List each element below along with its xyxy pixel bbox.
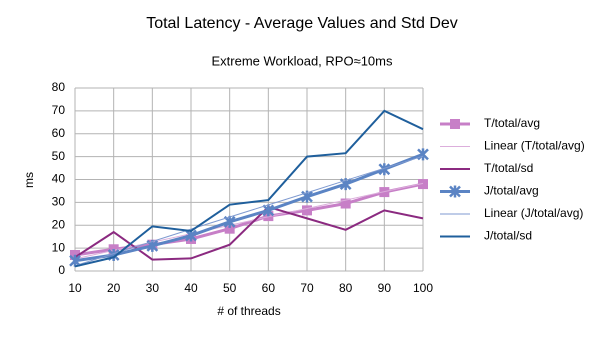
x-tick-label: 60 xyxy=(262,281,276,295)
x-tick-label: 20 xyxy=(107,281,121,295)
series-line xyxy=(74,109,424,268)
y-tick-label: 80 xyxy=(52,80,66,94)
marker xyxy=(449,185,461,198)
x-tick-label: 70 xyxy=(300,281,314,295)
y-tick-label: 50 xyxy=(52,149,66,163)
y-tick-label: 70 xyxy=(52,103,66,117)
legend-label: J/total/avg xyxy=(484,184,539,198)
legend-label: T/total/avg xyxy=(484,116,540,130)
marker xyxy=(378,163,391,176)
x-tick-label: 90 xyxy=(378,281,392,295)
x-tick-label: 40 xyxy=(184,281,198,295)
marker xyxy=(69,254,81,267)
x-axis-label: # of threads xyxy=(217,304,280,318)
marker xyxy=(302,205,312,216)
marker xyxy=(418,179,428,190)
y-tick-label: 10 xyxy=(52,240,66,254)
marker xyxy=(262,204,275,217)
y-tick-label: 40 xyxy=(52,172,66,186)
x-tick-label: 10 xyxy=(68,281,82,295)
legend-label: Linear (T/total/avg) xyxy=(484,139,585,153)
chart-subtitle: Extreme Workload, RPO≈10ms xyxy=(211,53,393,68)
y-tick-label: 20 xyxy=(52,217,66,231)
y-axis-label: ms xyxy=(22,172,36,188)
series-line xyxy=(74,205,424,261)
y-tick-label: 0 xyxy=(58,263,65,277)
x-tick-label: 100 xyxy=(413,281,433,295)
legend-label: J/total/sd xyxy=(484,229,532,243)
y-tick-label: 60 xyxy=(52,126,66,140)
series-line xyxy=(74,155,424,267)
legend-label: Linear (J/total/avg) xyxy=(484,206,583,220)
series-line xyxy=(74,152,424,263)
x-tick-label: 80 xyxy=(339,281,353,295)
legend-label: T/total/sd xyxy=(484,161,533,175)
x-tick-label: 50 xyxy=(223,281,237,295)
marker xyxy=(224,223,235,234)
y-tick-label: 30 xyxy=(52,195,66,209)
chart-title: Total Latency - Average Values and Std D… xyxy=(146,15,458,32)
marker xyxy=(340,198,351,209)
x-tick-label: 30 xyxy=(146,281,160,295)
marker xyxy=(450,119,460,129)
